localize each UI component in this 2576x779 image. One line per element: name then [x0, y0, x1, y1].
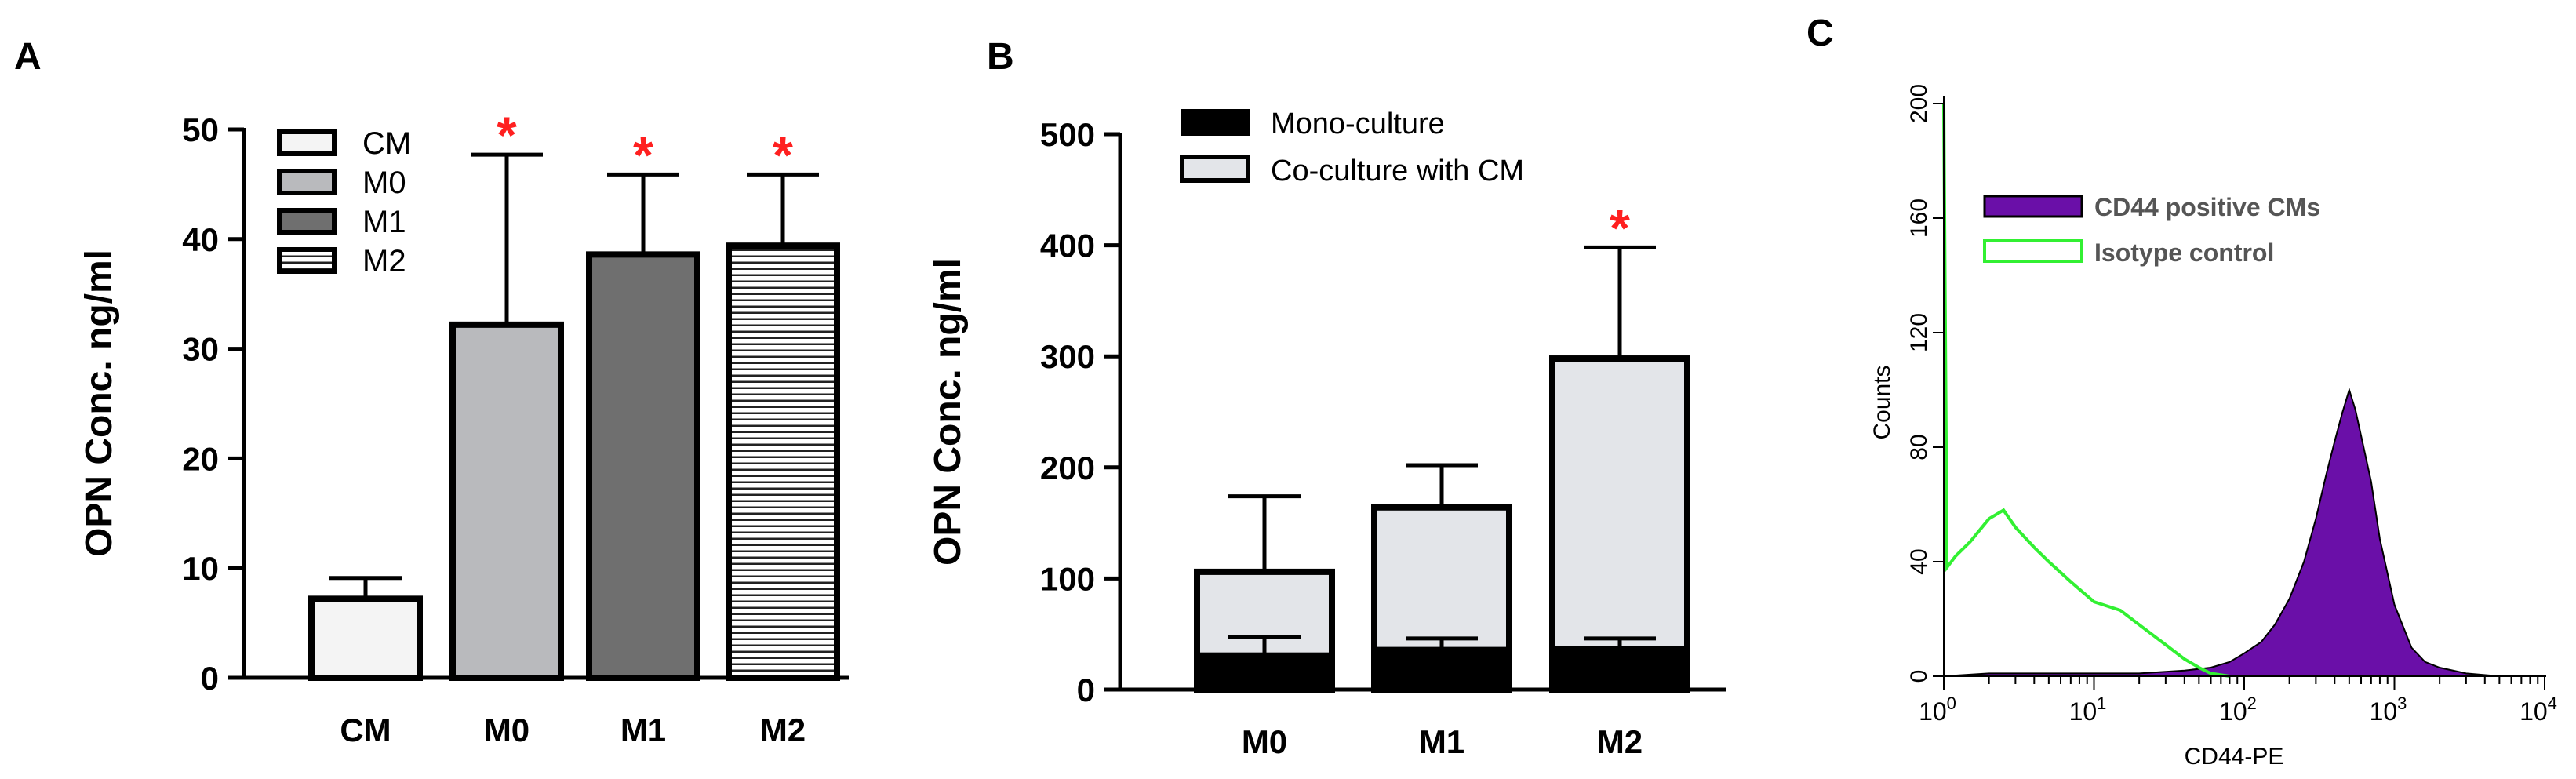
a-significance-star: * [633, 126, 653, 184]
a-significance-star: * [497, 106, 517, 164]
a-y-tick-label: 40 [182, 221, 219, 258]
b-legend-label: Co-culture with CM [1271, 155, 1524, 187]
b-y-tick-label: 400 [1040, 228, 1095, 264]
a-y-tick-label: 50 [182, 111, 219, 148]
b-y-tick-label: 300 [1040, 338, 1095, 375]
b-y-tick-label: 500 [1040, 116, 1095, 153]
b-x-tick-label: M1 [1419, 723, 1464, 760]
b-y-tick-label: 200 [1040, 450, 1095, 486]
c-y-tick-label: 0 [1906, 670, 1932, 683]
b-y-tick-label: 0 [1077, 672, 1095, 708]
c-x-tick-exponent: 4 [2548, 693, 2557, 713]
c-series-cd44-positive [1943, 387, 2545, 677]
b-bar-mono-m0 [1195, 652, 1333, 691]
a-legend-label: M1 [362, 205, 406, 239]
b-legend-swatch-coculture [1180, 155, 1250, 183]
c-x-tick-label: 103 [2370, 693, 2407, 726]
c-y-tick-label: 200 [1906, 84, 1932, 123]
c-x-tick-exponent: 3 [2397, 693, 2407, 713]
a-bar-m1 [586, 251, 700, 681]
a-legend-label: CM [362, 126, 411, 161]
a-legend-swatch [277, 208, 337, 235]
c-x-tick-label: 101 [2069, 693, 2107, 726]
c-x-tick-exponent: 1 [2097, 693, 2106, 713]
c-x-tick-exponent: 2 [2247, 693, 2257, 713]
chart-a: 0 10 20 30 40 50 OPN Conc. ng/ml CM M0 * M1 * M2 * CM M… [78, 106, 849, 748]
a-y-tick-label: 20 [182, 440, 219, 477]
c-x-tick-base: 10 [2370, 697, 2398, 726]
a-x-tick-label: CM [340, 712, 391, 748]
a-legend-label: M0 [362, 166, 406, 200]
a-x-tick-label: M0 [484, 712, 529, 748]
c-x-tick-base: 10 [2069, 697, 2098, 726]
c-x-tick-base: 10 [2520, 697, 2548, 726]
a-legend-swatch [277, 247, 337, 274]
b-bar-mono-m1 [1373, 646, 1511, 691]
c-x-tick-base: 10 [2219, 697, 2247, 726]
c-x-tick-exponent: 0 [1947, 693, 1956, 713]
a-x-tick-label: M1 [620, 712, 666, 748]
b-legend-swatch-mono [1181, 109, 1250, 136]
b-significance-star: * [1610, 198, 1630, 257]
c-x-tick-label: 102 [2219, 693, 2257, 726]
a-bar-m0 [449, 321, 564, 681]
c-y-axis-label: Counts [1869, 365, 1895, 439]
b-y-axis-label: OPN Conc. ng/ml [927, 258, 969, 566]
a-y-axis-label: OPN Conc. ng/ml [78, 249, 120, 557]
c-y-tick-label: 40 [1906, 548, 1932, 574]
c-series-isotype-control [1942, 103, 2230, 678]
a-y-tick-label: 30 [182, 331, 219, 368]
b-bar-mono-m2 [1551, 646, 1689, 692]
c-x-axis-label: CD44-PE [2185, 744, 2284, 770]
b-x-tick-label: M2 [1597, 723, 1643, 760]
a-bar-m2 [726, 242, 840, 681]
a-legend-swatch [277, 169, 337, 195]
panel-a-letter: A [14, 36, 42, 78]
b-legend-label: Mono-culture [1271, 107, 1445, 140]
panel-c-letter: C [1806, 13, 1834, 54]
a-legend-swatch [277, 129, 337, 156]
c-x-tick-label: 104 [2520, 693, 2557, 726]
b-x-tick-label: M0 [1242, 723, 1287, 760]
c-x-tick-label: 100 [1919, 693, 1956, 726]
c-x-tick-base: 10 [1919, 697, 1947, 726]
c-y-tick-label: 80 [1906, 434, 1932, 460]
a-y-tick-label: 10 [182, 550, 219, 587]
c-y-tick-label: 120 [1906, 313, 1932, 352]
c-y-tick-label: 160 [1906, 198, 1932, 238]
chart-b: 0 100 200 300 400 500 OPN Conc. ng/ml M0 M1 M2 * Mo… [927, 107, 1726, 760]
a-legend-label: M2 [362, 244, 406, 278]
a-y-tick-label: 0 [201, 660, 219, 697]
c-legend-swatch-isotype [1983, 239, 2083, 263]
a-significance-star: * [773, 126, 793, 184]
c-legend-label: Isotype control [2094, 238, 2274, 267]
b-y-tick-label: 100 [1040, 560, 1095, 597]
c-legend-swatch-cd44 [1983, 195, 2083, 218]
c-legend-label: CD44 positive CMs [2094, 193, 2320, 221]
panel-b-letter: B [987, 36, 1014, 78]
a-x-tick-label: M2 [760, 712, 806, 748]
a-bar-cm [308, 595, 423, 681]
